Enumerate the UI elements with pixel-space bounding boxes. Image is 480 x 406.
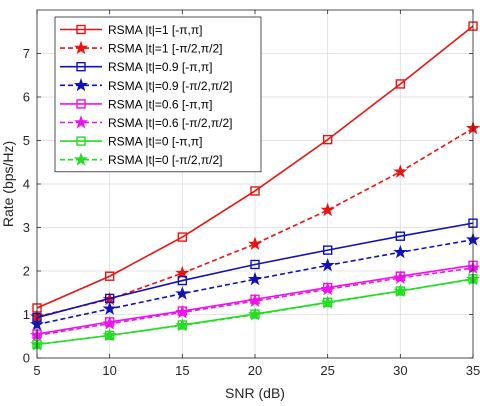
series-line [36,222,474,319]
data-point [322,134,333,145]
data-point [104,271,115,281]
data-point [177,275,188,286]
legend-marker [73,115,89,129]
x-tick-label: 10 [102,363,116,378]
data-point [175,317,190,332]
data-point [247,307,263,321]
data-point [393,164,408,178]
data-point [102,316,117,330]
legend-marker [76,62,86,72]
axis-ticks: 5 10 15 20 25 30 35 0 1 2 3 4 5 6 7 [23,10,480,378]
data-point [250,186,260,196]
y-tick-label: 3 [23,220,30,235]
y-tick-label: 7 [23,46,30,61]
legend-label: RSMA |t|=1 [-π/2,π/2] [108,42,223,56]
y-tick-label: 5 [23,133,30,148]
y-tick-label: 6 [23,90,30,105]
legend-label: RSMA |t|=0 [-π/2,π/2] [108,153,223,167]
legend-label: RSMA |t|=0.6 [-π/2,π/2] [108,116,233,130]
data-point [320,295,335,309]
data-point [175,286,190,300]
legend-label: RSMA |t|=0.9 [-π/2,π/2] [108,79,233,93]
legend-entry: RSMA |t|=0 [-π,π] [60,135,202,149]
x-tick-label: 25 [320,363,334,378]
data-point [102,301,117,315]
data-point [320,281,335,296]
legend-label: RSMA |t|=0.6 [-π,π] [108,97,213,111]
data-point [247,293,263,308]
series-layer [29,21,480,351]
data-point [102,327,117,342]
y-tick-label: 4 [23,177,30,192]
legend-entry: RSMA |t|=1 [-π/2,π/2] [60,40,223,56]
legend-marker [73,40,89,55]
data-point [177,232,188,242]
legend-entry: RSMA |t|=0.6 [-π,π] [60,97,213,111]
x-tick-label: 30 [393,363,407,378]
x-tick-label: 15 [175,363,189,378]
x-axis-title: SNR (dB) [225,385,285,401]
legend-entry: RSMA |t|=1 [-π,π] [60,23,202,37]
legend-entry: RSMA |t|=0.9 [-π/2,π/2] [60,77,233,93]
data-point [320,202,335,217]
legend-label: RSMA |t|=1 [-π,π] [108,23,202,37]
legend-marker [76,136,86,146]
legend-entry: RSMA |t|=0.6 [-π/2,π/2] [60,115,233,130]
data-point [250,259,260,270]
legend-label: RSMA |t|=0 [-π,π] [108,135,202,149]
data-point [247,271,263,286]
legend-entry: RSMA |t|=0.9 [-π,π] [60,60,213,74]
x-tick-label: 5 [33,363,40,378]
series-line [36,25,474,309]
legend-box [54,16,262,173]
legend-marker [73,152,89,166]
legend-marker [73,77,89,92]
legend-entry: RSMA |t|=0 [-π/2,π/2] [60,152,223,167]
y-tick-label: 1 [23,307,30,322]
data-point [393,270,408,284]
data-point [320,257,335,272]
data-point [393,244,408,259]
data-point [393,283,408,298]
series-3 [32,218,478,323]
legend-marker [76,24,86,35]
data-point [322,245,333,255]
legend-label: RSMA |t|=0.9 [-π,π] [108,60,213,74]
y-tick-label: 0 [23,351,30,366]
data-point [175,265,190,280]
data-point [395,79,406,89]
x-tick-label: 35 [466,363,480,378]
data-point [175,304,190,319]
y-axis-title: Rate (bps/Hz) [0,141,16,227]
data-point [247,236,263,251]
data-point [395,231,406,241]
legend-marker [76,99,86,109]
legend: RSMA |t|=1 [-π,π] RSMA |t|=1 [-π/2,π/2] RS… [54,16,262,173]
x-tick-label: 20 [248,363,262,378]
y-tick-label: 2 [23,264,30,279]
